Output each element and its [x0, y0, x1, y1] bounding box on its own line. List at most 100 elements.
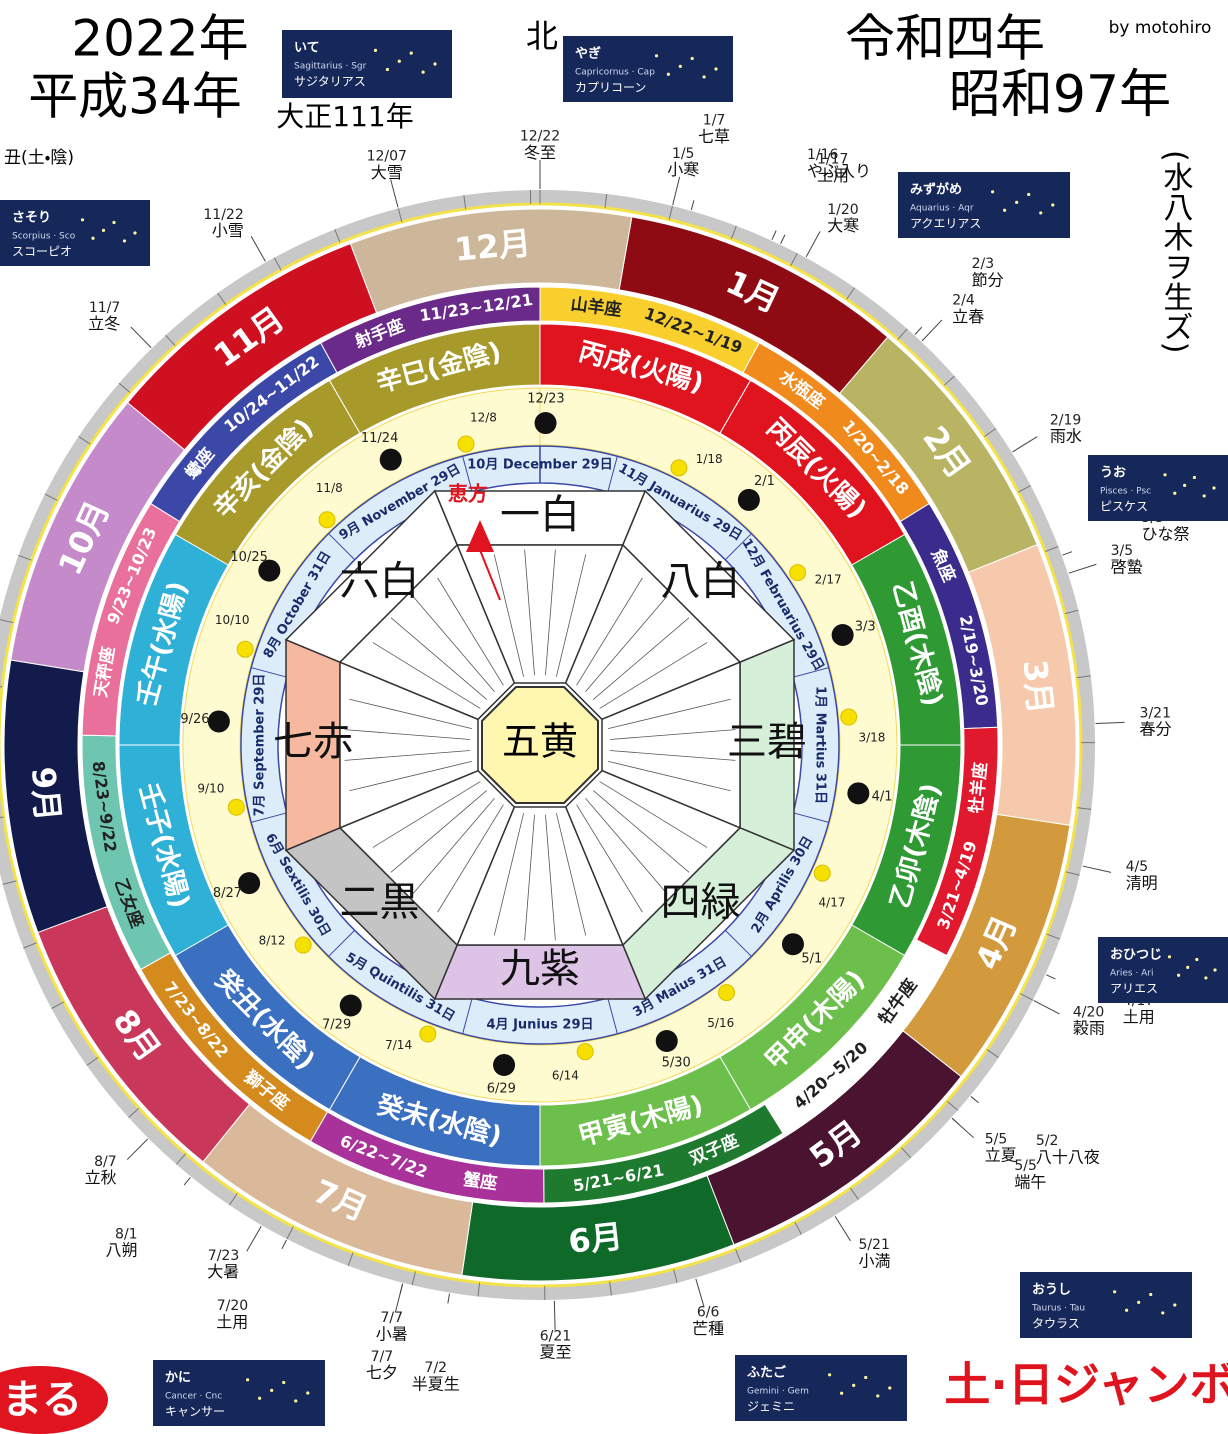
constellation-name: さそり [12, 211, 51, 226]
new-moon-date: 12/23 [527, 392, 564, 407]
constellation-kana: カプリコーン [575, 81, 646, 95]
constellation-star [422, 71, 425, 74]
constellation-star [655, 54, 658, 57]
lunar-month: 7月 September 29日 [253, 674, 268, 817]
lunar-month: 1月 Martius 31日 [813, 686, 828, 804]
star-label: 八白 [661, 558, 741, 604]
motto: (水八木ヲ生ズ) [1158, 150, 1194, 353]
event: ひな祭 [1142, 524, 1190, 543]
constellation-star [828, 1373, 831, 1376]
half-moon-date: 10/10 [215, 613, 250, 627]
solar-term: 啓蟄 [1111, 557, 1143, 576]
constellation-latin: Aries · Ari [1110, 969, 1154, 979]
constellation-latin: Pisces · Psc [1100, 487, 1151, 497]
event: 土用 [1123, 1007, 1155, 1026]
constellation-kana: ピスケス [1100, 500, 1148, 514]
constellation-star [1204, 976, 1207, 979]
constellation-star [306, 1391, 309, 1394]
constellation-star [123, 239, 126, 242]
ehou: 恵方 [448, 482, 488, 506]
constellation-kana: サジタリアス [294, 75, 366, 89]
constellation-name: いて [294, 41, 320, 56]
constellation-star [258, 1397, 261, 1400]
new-moon [535, 412, 557, 434]
half-moon-date: 6/14 [552, 1069, 579, 1083]
constellation-latin: Sagittarius · Sgr [294, 62, 367, 72]
new-moon-date: 10/25 [230, 550, 267, 565]
solar-term: 芒種 [692, 1319, 724, 1338]
constellation-star [386, 68, 389, 71]
half-moon [237, 641, 253, 657]
constellation-star [1168, 955, 1171, 958]
eto: 丑(土・陰) [4, 148, 74, 168]
constellation-star [270, 1389, 273, 1392]
constellation-star [714, 67, 717, 70]
solar-term: 小満 [858, 1251, 890, 1270]
event: 土用 [216, 1313, 248, 1332]
constellation-star [1161, 1311, 1164, 1314]
half-moon [841, 709, 857, 725]
solar-term: 清明 [1126, 874, 1158, 893]
solar-term: 穀雨 [1073, 1019, 1105, 1038]
new-moon-date: 8/27 [213, 886, 242, 901]
solar-term: 小暑 [376, 1324, 408, 1343]
constellation-star [374, 49, 377, 52]
half-moon [577, 1044, 593, 1060]
new-moon [832, 624, 854, 646]
constellation-star [1137, 1301, 1140, 1304]
new-moon [493, 1054, 515, 1076]
month-label: 9月 [24, 765, 67, 823]
constellation-star [112, 221, 115, 224]
new-moon-date: 5/1 [801, 952, 822, 967]
constellation-star [876, 1394, 879, 1397]
new-moon [656, 1030, 678, 1052]
constellation-kana: タウラス [1032, 1317, 1080, 1331]
half-moon-date: 3/18 [858, 731, 885, 745]
half-moon [319, 512, 335, 528]
constellation-star [1027, 193, 1030, 196]
lunar-month: 4月 Junius 29日 [487, 1018, 594, 1033]
event: 八朔 [106, 1241, 138, 1260]
constellation-star [888, 1386, 891, 1389]
new-moon-date: 11/24 [361, 431, 398, 446]
half-moon [458, 436, 474, 452]
new-moon [380, 449, 402, 471]
constellation-star [294, 1399, 297, 1402]
new-moon-date: 2/1 [754, 474, 775, 489]
constellation-star [691, 57, 694, 60]
constellation-star [852, 1384, 855, 1387]
constellation-star [1149, 1293, 1152, 1296]
constellation-star [1212, 486, 1215, 489]
constellation-star [282, 1381, 285, 1384]
author: by motohiro [1109, 18, 1212, 38]
new-moon-date: 3/3 [855, 619, 876, 634]
half-moon-date: 7/14 [385, 1038, 412, 1052]
constellation-star [1015, 201, 1018, 204]
constellation-star [410, 52, 413, 55]
reiwa: 令和四年 [845, 10, 1045, 68]
constellation-star [1177, 974, 1180, 977]
star-label: 四緑 [661, 880, 741, 926]
solar-term: 立秋 [85, 1168, 117, 1187]
constellation-star [1039, 211, 1042, 214]
event: 節分 [972, 270, 1004, 289]
solar-term: 冬至 [524, 143, 556, 162]
solar-term: 大雪 [371, 163, 403, 182]
new-moon [738, 489, 760, 511]
event: 端午 [1014, 1173, 1046, 1192]
constellation-star [667, 73, 670, 76]
half-moon-date: 5/16 [707, 1016, 734, 1030]
new-moon [847, 782, 869, 804]
constellation-star [991, 190, 994, 193]
half-moon [228, 799, 244, 815]
half-moon-date: 4/17 [819, 895, 846, 909]
constellation-star [91, 237, 94, 240]
star-label: 一白 [500, 492, 580, 538]
month-label: 6月 [566, 1217, 624, 1261]
constellation-star [1183, 484, 1186, 487]
solar-term: 立冬 [88, 314, 120, 333]
constellation-star [1173, 492, 1176, 495]
constellation-star [1213, 968, 1216, 971]
solar-term: 雨水 [1050, 427, 1082, 446]
star-label: 三碧 [727, 719, 807, 765]
